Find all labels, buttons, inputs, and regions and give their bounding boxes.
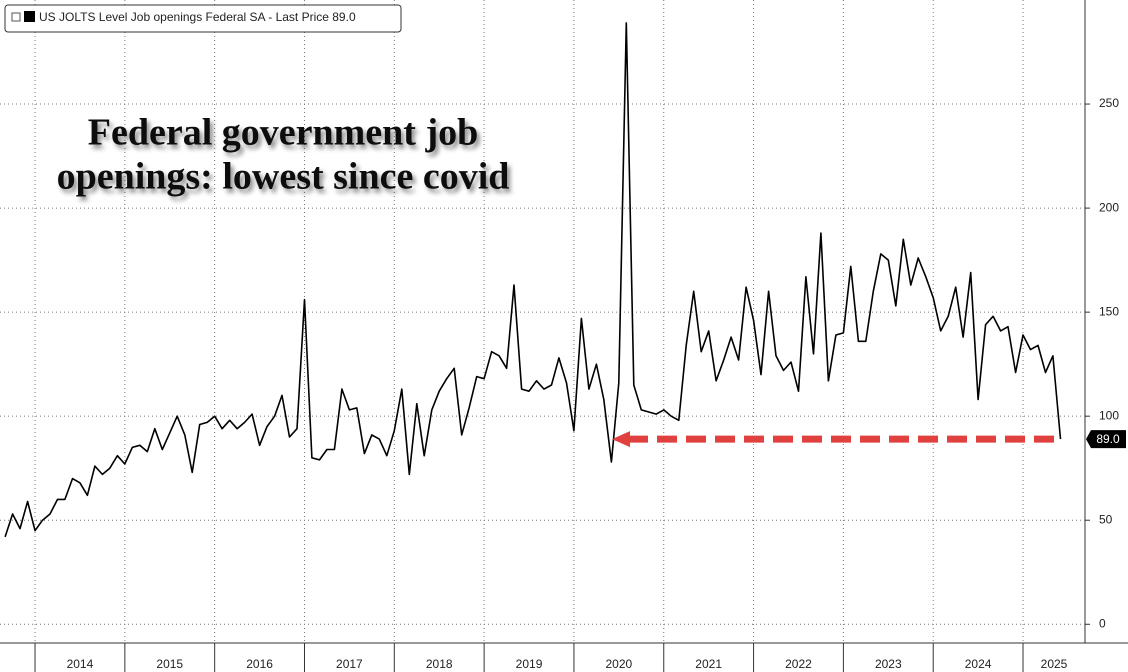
- grid: [0, 0, 1085, 643]
- y-tick-label: 0: [1099, 616, 1106, 630]
- x-tick-label: 2018: [426, 657, 453, 671]
- x-tick-label: 2024: [965, 657, 992, 671]
- plot: [4, 22, 1062, 538]
- annotation-line: openings: lowest since covid: [57, 156, 510, 198]
- x-tick-label: 2025: [1041, 657, 1068, 671]
- x-tick-label: 2023: [875, 657, 902, 671]
- legend: US JOLTS Level Job openings Federal SA -…: [4, 4, 402, 33]
- y-tick-label: 100: [1099, 408, 1119, 422]
- y-tick-label: 50: [1099, 512, 1113, 526]
- arrow-head: [612, 431, 630, 448]
- x-tick-label: 2015: [156, 657, 183, 671]
- y-tick-label: 250: [1099, 96, 1119, 110]
- y-tick-label: 150: [1099, 304, 1119, 318]
- annotation: Federal government job openings: lowest …: [57, 112, 510, 198]
- x-tick-label: 2016: [246, 657, 273, 671]
- annotation-line: Federal government job: [88, 112, 478, 154]
- legend-box: [4, 4, 402, 33]
- line-series: [4, 22, 1062, 538]
- y-tick-label: 200: [1099, 200, 1119, 214]
- x-tick-label: 2020: [605, 657, 632, 671]
- x-tick-label: 2022: [785, 657, 812, 671]
- legend-swatch: [24, 11, 35, 22]
- x-tick-label: 2017: [336, 657, 363, 671]
- legend-label: US JOLTS Level Job openings Federal SA -…: [39, 10, 356, 24]
- legend-toggle: [11, 12, 21, 22]
- x-tick-label: 2021: [695, 657, 722, 671]
- x-tick-label: 2014: [67, 657, 94, 671]
- price-tag-label: 89.0: [1096, 432, 1120, 446]
- x-tick-label: 2019: [516, 657, 543, 671]
- price-tag: [1086, 430, 1126, 449]
